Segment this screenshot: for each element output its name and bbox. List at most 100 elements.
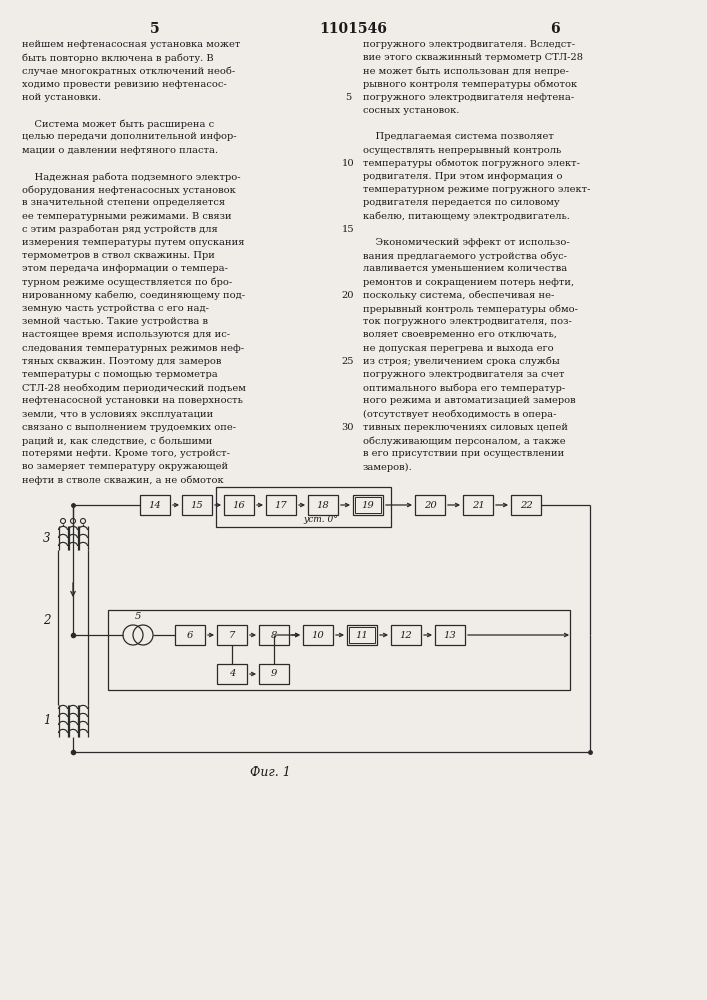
Bar (415, 495, 445, 515)
Text: 13: 13 (443, 631, 457, 640)
Text: с этим разработан ряд устройств для: с этим разработан ряд устройств для (22, 225, 218, 234)
Bar (391, 625, 421, 645)
Text: в значительной степени определяется: в значительной степени определяется (22, 198, 225, 207)
Text: связано с выполнением трудоемких опе-: связано с выполнением трудоемких опе- (22, 423, 236, 432)
Text: 5: 5 (150, 22, 160, 36)
Text: настоящее время используются для ис-: настоящее время используются для ис- (22, 330, 230, 339)
Text: тивных переключениях силовых цепей: тивных переключениях силовых цепей (363, 423, 568, 432)
Text: ее температурными режимами. В связи: ее температурными режимами. В связи (22, 212, 232, 221)
Text: быть повторно включена в работу. В: быть повторно включена в работу. В (22, 53, 214, 63)
Bar (511, 495, 541, 515)
Text: лавливается уменьшением количества: лавливается уменьшением количества (363, 264, 567, 273)
Text: 17: 17 (274, 500, 287, 510)
Text: ной установки.: ной установки. (22, 93, 101, 102)
Text: Надежная работа подземного электро-: Надежная работа подземного электро- (22, 172, 240, 182)
Text: 25: 25 (341, 357, 354, 366)
Text: сосных установок.: сосных установок. (363, 106, 460, 115)
Text: следования температурных режимов неф-: следования температурных режимов неф- (22, 344, 244, 353)
Text: 20: 20 (423, 500, 436, 510)
Bar (349, 627, 375, 643)
Text: рывного контроля температуры обмоток: рывного контроля температуры обмоток (363, 80, 577, 89)
Text: 9: 9 (271, 670, 277, 678)
Text: земли, что в условиях эксплуатации: земли, что в условиях эксплуатации (22, 410, 214, 419)
Text: во замеряет температуру окружающей: во замеряет температуру окружающей (22, 462, 228, 471)
Text: 1: 1 (43, 714, 51, 728)
Text: тяных скважин. Поэтому для замеров: тяных скважин. Поэтому для замеров (22, 357, 221, 366)
Text: 18: 18 (317, 500, 329, 510)
Text: турном режиме осуществляется по бро-: турном режиме осуществляется по бро- (22, 278, 233, 287)
Text: нефти в стволе скважин, а не обмоток: нефти в стволе скважин, а не обмоток (22, 476, 223, 485)
Text: 10: 10 (312, 631, 325, 640)
Text: из строя; увеличением срока службы: из строя; увеличением срока службы (363, 357, 560, 366)
Text: 4: 4 (229, 670, 235, 678)
Text: ремонтов и сокращением потерь нефти,: ремонтов и сокращением потерь нефти, (363, 278, 574, 287)
Text: родвигателя. При этом информация о: родвигателя. При этом информация о (363, 172, 563, 181)
Text: нированному кабелю, соединяющему под-: нированному кабелю, соединяющему под- (22, 291, 245, 300)
Text: 22: 22 (520, 500, 532, 510)
Bar (108, 610, 570, 690)
Text: 21: 21 (472, 500, 484, 510)
Text: 6: 6 (550, 22, 560, 36)
Text: 12: 12 (399, 631, 412, 640)
Text: термометров в ствол скважины. При: термометров в ствол скважины. При (22, 251, 215, 260)
Text: погружного электродвигателя. Вследст-: погружного электродвигателя. Вследст- (363, 40, 575, 49)
Text: погружного электродвигателя за счет: погружного электродвигателя за счет (363, 370, 564, 379)
Bar (175, 625, 205, 645)
Text: 10: 10 (341, 159, 354, 168)
Bar (182, 495, 212, 515)
Text: температуры с помощью термометра: температуры с помощью термометра (22, 370, 218, 379)
Text: 5: 5 (345, 93, 351, 102)
Text: уст. 0°: уст. 0° (303, 515, 339, 524)
Bar (308, 495, 338, 515)
Text: земной частью. Такие устройства в: земной частью. Такие устройства в (22, 317, 208, 326)
Text: ток погружного электродвигателя, поз-: ток погружного электродвигателя, поз- (363, 317, 572, 326)
Text: оборудования нефтенасосных установок: оборудования нефтенасосных установок (22, 185, 235, 195)
Text: 7: 7 (229, 631, 235, 640)
Text: ходимо провести ревизию нефтенасос-: ходимо провести ревизию нефтенасос- (22, 80, 227, 89)
Text: 15: 15 (191, 500, 204, 510)
Text: Экономический эффект от использо-: Экономический эффект от использо- (363, 238, 570, 247)
Text: случае многократных отключений необ-: случае многократных отключений необ- (22, 66, 235, 76)
Bar (435, 625, 465, 645)
Bar (347, 625, 377, 645)
Text: температурном режиме погружного элект-: температурном режиме погружного элект- (363, 185, 590, 194)
Text: 8: 8 (271, 631, 277, 640)
Text: раций и, как следствие, с большими: раций и, как следствие, с большими (22, 436, 212, 446)
Text: кабелю, питающему электродвигатель.: кабелю, питающему электродвигатель. (363, 212, 570, 221)
Text: Предлагаемая система позволяет: Предлагаемая система позволяет (363, 132, 554, 141)
Text: 14: 14 (148, 500, 161, 510)
Text: потерями нефти. Кроме того, устройст-: потерями нефти. Кроме того, устройст- (22, 449, 230, 458)
Text: вие этого скважинный термометр СТЛ-28: вие этого скважинный термометр СТЛ-28 (363, 53, 583, 62)
Text: 1101546: 1101546 (319, 22, 387, 36)
Text: осуществлять непрерывный контроль: осуществлять непрерывный контроль (363, 146, 561, 155)
Text: Система может быть расширена с: Система может быть расширена с (22, 119, 214, 129)
Text: оптимального выбора его температур-: оптимального выбора его температур- (363, 383, 566, 393)
Bar (266, 495, 296, 515)
Text: измерения температуры путем опускания: измерения температуры путем опускания (22, 238, 245, 247)
Text: этом передача информации о темпера-: этом передача информации о темпера- (22, 264, 228, 273)
Text: 30: 30 (341, 423, 354, 432)
Text: обслуживающим персоналом, а также: обслуживающим персоналом, а также (363, 436, 566, 446)
Text: воляет своевременно его отключать,: воляет своевременно его отключать, (363, 330, 557, 339)
Bar (355, 497, 381, 513)
Text: 2: 2 (43, 613, 51, 626)
Bar (224, 495, 254, 515)
Bar (217, 664, 247, 684)
Text: земную часть устройства с его над-: земную часть устройства с его над- (22, 304, 209, 313)
Bar (303, 625, 333, 645)
Text: мации о давлении нефтяного пласта.: мации о давлении нефтяного пласта. (22, 146, 218, 155)
Text: 11: 11 (356, 631, 368, 640)
Text: 20: 20 (341, 291, 354, 300)
Text: 19: 19 (361, 500, 375, 510)
Text: 15: 15 (341, 225, 354, 234)
Text: СТЛ-28 необходим периодический подъем: СТЛ-28 необходим периодический подъем (22, 383, 246, 393)
Text: замеров).: замеров). (363, 462, 413, 472)
Text: температуры обмоток погружного элект-: температуры обмоток погружного элект- (363, 159, 580, 168)
Text: нефтенасосной установки на поверхность: нефтенасосной установки на поверхность (22, 396, 243, 405)
Text: не может быть использован для непре-: не может быть использован для непре- (363, 66, 569, 76)
Bar (216, 487, 391, 527)
Text: прерывный контроль температуры обмо-: прерывный контроль температуры обмо- (363, 304, 578, 314)
Text: 6: 6 (187, 631, 193, 640)
Text: в его присутствии при осуществлении: в его присутствии при осуществлении (363, 449, 564, 458)
Text: 5: 5 (135, 612, 141, 621)
